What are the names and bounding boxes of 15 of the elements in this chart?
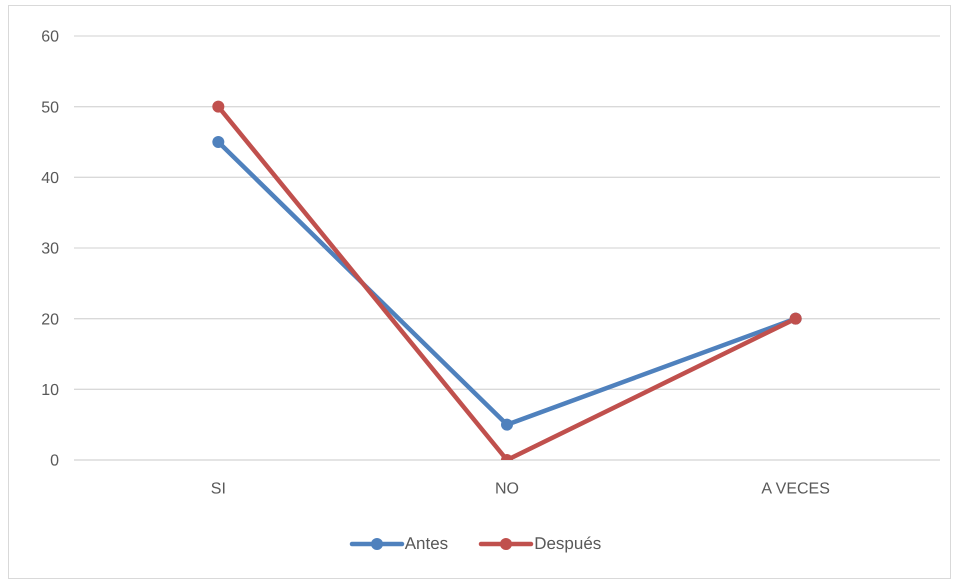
y-tick-label: 30 (41, 240, 60, 258)
y-tick-label: 60 (41, 28, 60, 46)
y-tick-label: 20 (41, 311, 60, 328)
x-tick-label: SI (210, 480, 226, 498)
y-tick-label: 40 (41, 170, 60, 188)
y-tick-label: 0 (50, 452, 60, 470)
legend-label: Antes (404, 534, 448, 554)
point (212, 136, 224, 148)
point (212, 100, 224, 113)
y-tick-label: 50 (41, 99, 60, 116)
y-tick-label: 10 (41, 382, 60, 400)
point (501, 418, 513, 431)
x-tick-label: A VECES (761, 480, 830, 498)
x-tick-label: NO (495, 480, 519, 498)
legend-label: Después (534, 534, 602, 554)
